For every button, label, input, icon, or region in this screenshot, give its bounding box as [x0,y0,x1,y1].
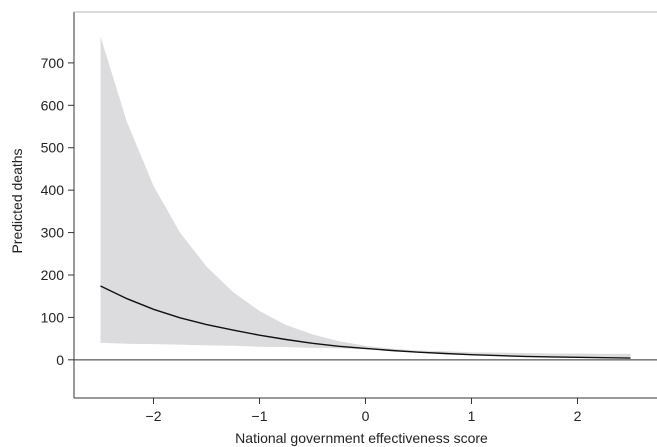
x-tick-label: 2 [574,408,582,424]
y-tick-label: 500 [41,140,65,156]
y-tick-label: 100 [41,309,65,325]
y-tick-label: 0 [56,352,64,368]
prediction-line-layer [100,285,631,359]
x-axis-title: National government effectiveness score [235,430,488,446]
y-tick-label: 300 [41,225,65,241]
confidence-band [100,36,631,359]
x-tick-label: 1 [468,408,476,424]
x-tick-label: −2 [146,408,162,424]
x-tick-label: −1 [252,408,268,424]
y-tick-label: 200 [41,267,65,283]
y-tick-label: 400 [41,182,65,198]
y-tick-label: 600 [41,97,65,113]
predicted-deaths-line [100,285,631,359]
y-axis-title: Predicted deaths [9,148,25,253]
ticks-layer: 0 100 200 300 400 500 600 700 −2 −1 0 1 2 [41,55,582,424]
x-tick-label: 0 [362,408,370,424]
y-tick-label: 700 [41,55,65,71]
confidence-band-layer [100,36,631,359]
